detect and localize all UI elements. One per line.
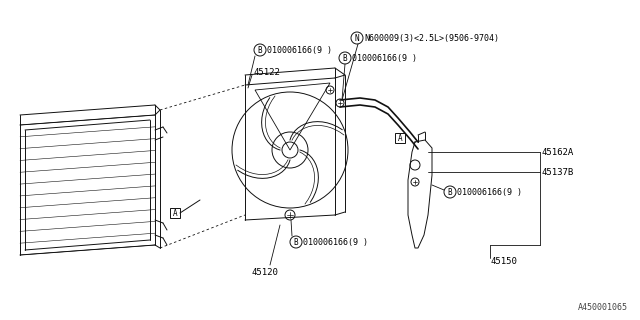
- Text: B: B: [448, 188, 452, 196]
- Text: N: N: [355, 34, 359, 43]
- Text: 45137B: 45137B: [542, 167, 574, 177]
- Text: B: B: [294, 237, 298, 246]
- Text: 45122: 45122: [253, 68, 280, 76]
- Text: N600009(3)<2.5L>(9506-9704): N600009(3)<2.5L>(9506-9704): [364, 34, 499, 43]
- Text: 45162A: 45162A: [542, 148, 574, 156]
- Text: 45150: 45150: [490, 258, 517, 267]
- Text: A: A: [173, 209, 177, 218]
- Text: A: A: [397, 133, 403, 142]
- Text: B: B: [258, 45, 262, 54]
- Text: 010006166(9 ): 010006166(9 ): [303, 237, 368, 246]
- Text: 010006166(9 ): 010006166(9 ): [457, 188, 522, 196]
- Text: 010006166(9 ): 010006166(9 ): [267, 45, 332, 54]
- Text: 45120: 45120: [252, 268, 278, 277]
- Text: B: B: [342, 53, 348, 62]
- Text: A450001065: A450001065: [578, 303, 628, 312]
- Text: 010006166(9 ): 010006166(9 ): [352, 53, 417, 62]
